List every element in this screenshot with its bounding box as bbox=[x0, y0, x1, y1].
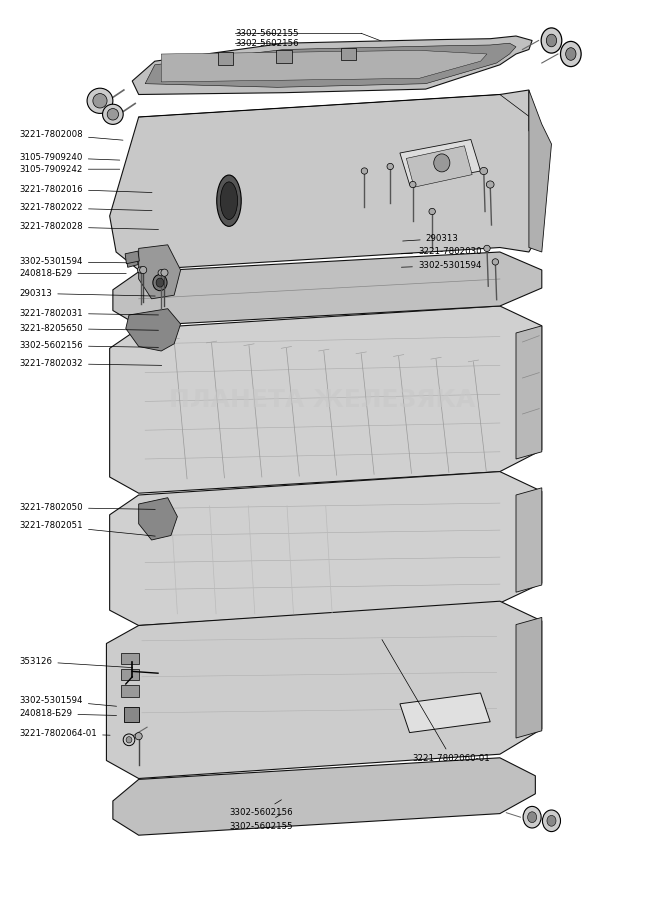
Text: 3105-7909242: 3105-7909242 bbox=[19, 165, 120, 174]
Polygon shape bbox=[400, 693, 490, 733]
Ellipse shape bbox=[137, 266, 144, 274]
Bar bbox=[341, 48, 356, 60]
Text: 3302-5602156: 3302-5602156 bbox=[229, 800, 293, 817]
Ellipse shape bbox=[434, 154, 450, 172]
Polygon shape bbox=[516, 488, 542, 592]
Ellipse shape bbox=[429, 209, 435, 214]
Polygon shape bbox=[516, 326, 542, 459]
Bar bbox=[121, 669, 139, 680]
Text: 3302-5301594: 3302-5301594 bbox=[401, 261, 481, 270]
Ellipse shape bbox=[217, 175, 241, 226]
Text: 3221-8205650: 3221-8205650 bbox=[19, 324, 159, 333]
Polygon shape bbox=[161, 50, 487, 82]
Ellipse shape bbox=[561, 41, 581, 67]
Ellipse shape bbox=[153, 274, 167, 291]
Bar bbox=[276, 50, 292, 63]
Text: 3302-5602155: 3302-5602155 bbox=[235, 29, 299, 38]
Ellipse shape bbox=[492, 259, 499, 265]
Polygon shape bbox=[113, 252, 542, 326]
Text: 3221-7802050: 3221-7802050 bbox=[19, 503, 155, 512]
Bar bbox=[218, 52, 233, 65]
Polygon shape bbox=[113, 758, 535, 835]
Text: 3221-7802022: 3221-7802022 bbox=[19, 203, 152, 212]
Text: 3302-5301594: 3302-5301594 bbox=[19, 257, 126, 266]
Ellipse shape bbox=[486, 181, 494, 188]
Ellipse shape bbox=[123, 734, 135, 745]
Polygon shape bbox=[110, 306, 542, 493]
Ellipse shape bbox=[484, 245, 490, 251]
Polygon shape bbox=[110, 472, 542, 626]
Polygon shape bbox=[400, 140, 481, 184]
Ellipse shape bbox=[126, 736, 132, 743]
Text: 3302-5602156: 3302-5602156 bbox=[235, 39, 299, 48]
Ellipse shape bbox=[566, 48, 576, 60]
Ellipse shape bbox=[523, 806, 541, 828]
Polygon shape bbox=[529, 90, 551, 252]
Ellipse shape bbox=[103, 104, 123, 124]
Ellipse shape bbox=[93, 94, 107, 108]
Bar bbox=[121, 685, 139, 697]
Ellipse shape bbox=[541, 28, 562, 53]
Text: ПЛАНЕТА ЖЕЛЕЗЯКА: ПЛАНЕТА ЖЕЛЕЗЯКА bbox=[169, 389, 476, 412]
Ellipse shape bbox=[387, 163, 393, 169]
Ellipse shape bbox=[528, 812, 537, 823]
Ellipse shape bbox=[158, 270, 164, 275]
Ellipse shape bbox=[139, 266, 147, 274]
Polygon shape bbox=[406, 146, 472, 187]
Polygon shape bbox=[125, 251, 139, 264]
Text: 3302-5602155: 3302-5602155 bbox=[229, 814, 293, 831]
Text: 240818-Б29: 240818-Б29 bbox=[19, 269, 126, 278]
Polygon shape bbox=[106, 601, 542, 778]
Bar bbox=[121, 652, 139, 664]
Polygon shape bbox=[139, 498, 177, 540]
Polygon shape bbox=[132, 36, 532, 94]
Ellipse shape bbox=[547, 815, 556, 826]
Text: 290313: 290313 bbox=[402, 234, 459, 243]
Ellipse shape bbox=[107, 109, 119, 120]
Ellipse shape bbox=[161, 269, 168, 276]
Ellipse shape bbox=[546, 34, 557, 47]
Polygon shape bbox=[139, 245, 181, 299]
Text: 3221-7802051: 3221-7802051 bbox=[19, 521, 155, 536]
Text: 3221-7802031: 3221-7802031 bbox=[19, 309, 159, 318]
Ellipse shape bbox=[480, 167, 488, 175]
Polygon shape bbox=[145, 43, 516, 87]
Polygon shape bbox=[516, 617, 542, 738]
Ellipse shape bbox=[410, 181, 416, 188]
Text: 3221-7802008: 3221-7802008 bbox=[19, 130, 123, 140]
Ellipse shape bbox=[156, 278, 164, 287]
Ellipse shape bbox=[361, 167, 368, 175]
Text: 3302-5602156: 3302-5602156 bbox=[19, 341, 159, 350]
Text: 3221-7802016: 3221-7802016 bbox=[19, 184, 152, 194]
Text: 353126: 353126 bbox=[19, 657, 133, 668]
Text: 3221-7802032: 3221-7802032 bbox=[19, 359, 162, 368]
Text: 3221-7802028: 3221-7802028 bbox=[19, 222, 159, 231]
Text: 3221-7802060-01: 3221-7802060-01 bbox=[382, 640, 491, 763]
Ellipse shape bbox=[135, 733, 143, 740]
Polygon shape bbox=[126, 309, 181, 351]
Text: 3221-7802030: 3221-7802030 bbox=[401, 248, 482, 256]
Text: 3221-7802064-01: 3221-7802064-01 bbox=[19, 729, 110, 738]
Text: 3105-7909240: 3105-7909240 bbox=[19, 153, 120, 162]
Polygon shape bbox=[126, 256, 138, 267]
Bar bbox=[124, 707, 139, 722]
Polygon shape bbox=[110, 90, 542, 270]
Text: 290313: 290313 bbox=[19, 289, 155, 298]
Ellipse shape bbox=[87, 88, 113, 113]
Text: 240818-Б29: 240818-Б29 bbox=[19, 709, 117, 718]
Ellipse shape bbox=[221, 182, 237, 220]
Text: 3302-5301594: 3302-5301594 bbox=[19, 696, 117, 706]
Ellipse shape bbox=[542, 810, 561, 832]
